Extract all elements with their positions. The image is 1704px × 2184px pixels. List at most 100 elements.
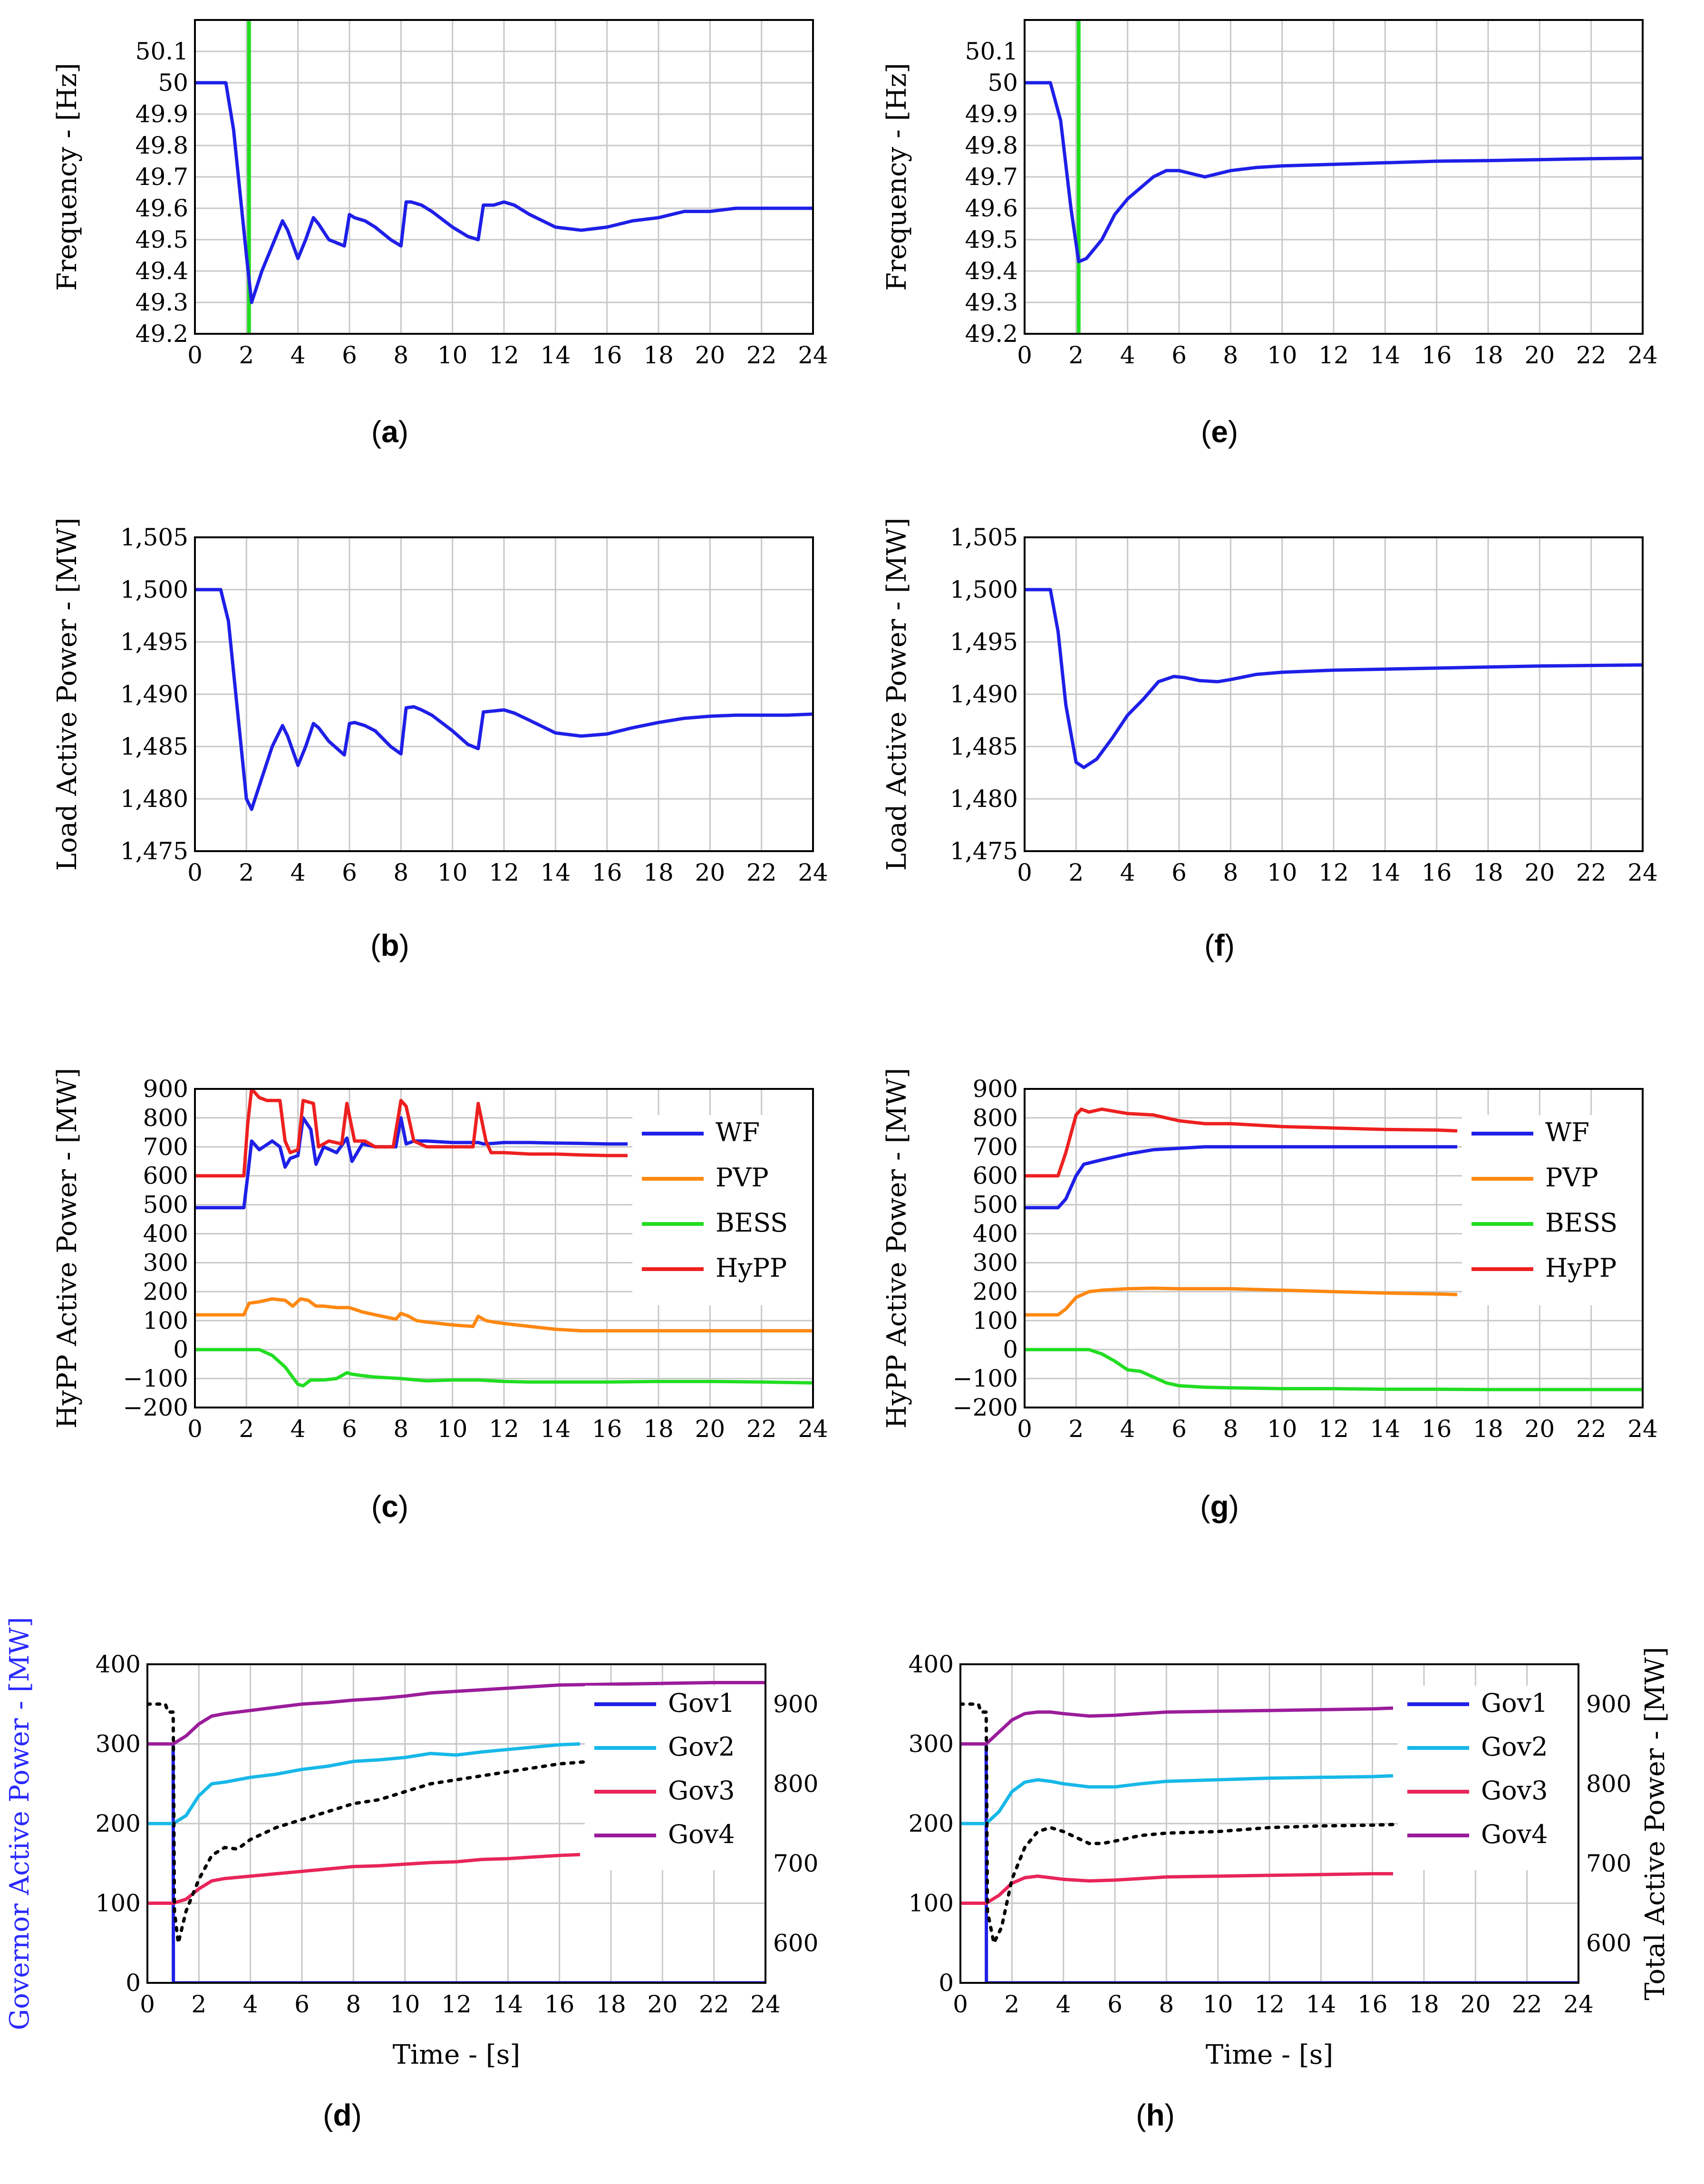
x-tick-label: 22 xyxy=(746,859,777,886)
legend-box xyxy=(585,1686,765,1870)
y-tick-label: 49.2 xyxy=(136,320,188,348)
y-tick-label: 1,490 xyxy=(950,680,1018,708)
x-tick-label: 6 xyxy=(342,859,357,886)
x-tick-label: 18 xyxy=(1473,341,1503,369)
plot-frame xyxy=(1024,536,1644,852)
y2-tick-label: 900 xyxy=(773,1690,818,1718)
x-tick-label: 4 xyxy=(290,859,306,886)
x-tick-label: 12 xyxy=(441,1990,472,2018)
x-tick-label: 10 xyxy=(1267,859,1297,886)
x-tick-label: 10 xyxy=(1203,1990,1233,2018)
x-tick-label: 16 xyxy=(592,859,622,886)
y-tick-label: 1,475 xyxy=(120,837,188,865)
panel-caption: (h) xyxy=(1136,2098,1175,2132)
x-tick-label: 6 xyxy=(1172,341,1187,369)
y-tick-label: 49.4 xyxy=(965,257,1018,285)
x-tick-label: 20 xyxy=(1461,1990,1491,2018)
x-tick-label: 24 xyxy=(1627,1415,1658,1443)
series-line-total xyxy=(147,1702,765,1945)
y-tick-label: 400 xyxy=(96,1650,141,1678)
plot-frame xyxy=(194,1088,814,1408)
y-tick-label: 49.6 xyxy=(136,194,188,222)
x-tick-label: 4 xyxy=(290,341,306,369)
y-axis-label: Governor Active Power - [MW] xyxy=(4,1617,35,2030)
x-tick-label: 12 xyxy=(1318,1415,1349,1443)
series-line-gov4 xyxy=(147,1681,765,1746)
y-tick-label: 800 xyxy=(973,1104,1018,1132)
chart-h: 0 2 4 6 8 10 12 14 16 18 20 22 240100200300400600700… xyxy=(909,1647,1671,2132)
x-tick-label: 2 xyxy=(1004,1990,1019,2018)
x-tick-label: 20 xyxy=(1525,1415,1555,1443)
chart-b: 0 2 4 6 8 10 12 14 16 18 20 22 241,4751,4801,4851,49… xyxy=(52,518,828,962)
y-tick-label: 1,500 xyxy=(120,576,188,603)
x-tick-label: 4 xyxy=(1056,1990,1071,2018)
x-tick-label: 18 xyxy=(596,1990,626,2018)
x-tick-label: 24 xyxy=(798,341,828,369)
x-tick-label: 22 xyxy=(1576,341,1607,369)
y-tick-label: 100 xyxy=(909,1890,954,1917)
series-line-gov2 xyxy=(960,1774,1394,1825)
x-tick-label: 0 xyxy=(187,341,203,369)
legend-label: WF xyxy=(716,1117,760,1147)
legend-label: Gov1 xyxy=(1481,1688,1548,1718)
x-tick-label: 0 xyxy=(187,1415,203,1443)
y-tick-label: 1,485 xyxy=(120,733,188,760)
x-tick-label: 14 xyxy=(541,1415,571,1443)
chart-c: 0 2 4 6 8 10 12 14 16 18 20 22 24−200−10001002003004… xyxy=(52,1068,828,1524)
y-tick-label: −200 xyxy=(123,1394,188,1421)
legend-label: PVP xyxy=(1545,1163,1598,1193)
x-tick-label: 14 xyxy=(493,1990,523,2018)
y-tick-label: 49.9 xyxy=(965,100,1018,128)
y-tick-label: 1,480 xyxy=(950,785,1018,813)
y2-tick-label: 700 xyxy=(1586,1850,1631,1877)
y-tick-label: 49.7 xyxy=(136,163,188,191)
x-tick-label: 0 xyxy=(1017,859,1032,886)
y-tick-label: 700 xyxy=(973,1133,1018,1161)
legend-label: BESS xyxy=(1545,1208,1617,1238)
legend-label: Gov2 xyxy=(668,1732,735,1762)
y-tick-label: 500 xyxy=(143,1191,188,1219)
series-line-main xyxy=(1025,588,1643,769)
y-tick-label: 50.1 xyxy=(965,38,1018,65)
series-line-main xyxy=(195,588,813,811)
y-tick-label: 49.4 xyxy=(136,257,188,285)
x-tick-label: 22 xyxy=(699,1990,729,2018)
y-tick-label: 300 xyxy=(96,1730,141,1758)
x-tick-label: 24 xyxy=(1627,859,1658,886)
plot-frame xyxy=(1024,1088,1644,1408)
x-tick-label: 12 xyxy=(1318,859,1349,886)
y-tick-label: 0 xyxy=(939,1969,954,1997)
x-tick-label: 6 xyxy=(1172,859,1187,886)
x-tick-label: 6 xyxy=(342,341,357,369)
x-tick-label: 6 xyxy=(1172,1415,1187,1443)
x-axis-label: Time - [s] xyxy=(1206,2039,1333,2070)
y-tick-label: 50.1 xyxy=(136,38,188,65)
x-tick-label: 2 xyxy=(1068,1415,1084,1443)
x-tick-label: 20 xyxy=(648,1990,678,2018)
x-tick-label: 20 xyxy=(1525,859,1555,886)
y-tick-label: 400 xyxy=(909,1650,954,1678)
x-tick-label: 8 xyxy=(1223,341,1238,369)
legend-label: PVP xyxy=(716,1163,769,1193)
x-tick-label: 20 xyxy=(1525,341,1555,369)
panel-caption: (b) xyxy=(370,928,409,962)
series-line-pvp xyxy=(1025,1286,1458,1317)
y-tick-label: 50 xyxy=(988,69,1018,97)
x-tick-label: 4 xyxy=(290,1415,306,1443)
y-tick-label: 49.5 xyxy=(965,226,1018,253)
y2-tick-label: 600 xyxy=(1586,1929,1631,1957)
y-tick-label: 300 xyxy=(973,1249,1018,1276)
y-tick-label: 400 xyxy=(973,1220,1018,1248)
y2-tick-label: 600 xyxy=(773,1929,818,1957)
legend-box xyxy=(1462,1115,1643,1305)
y-tick-label: 100 xyxy=(973,1307,1018,1334)
plot-frame xyxy=(1024,19,1644,335)
y2-tick-label: 800 xyxy=(1586,1770,1631,1797)
x-tick-label: 0 xyxy=(953,1990,968,2018)
x-tick-label: 2 xyxy=(239,859,254,886)
x-tick-label: 8 xyxy=(346,1990,361,2018)
x-tick-label: 16 xyxy=(592,1415,622,1443)
y-tick-label: −100 xyxy=(123,1365,188,1392)
panel-caption: (d) xyxy=(323,2098,362,2132)
y-tick-label: 49.5 xyxy=(136,226,188,253)
